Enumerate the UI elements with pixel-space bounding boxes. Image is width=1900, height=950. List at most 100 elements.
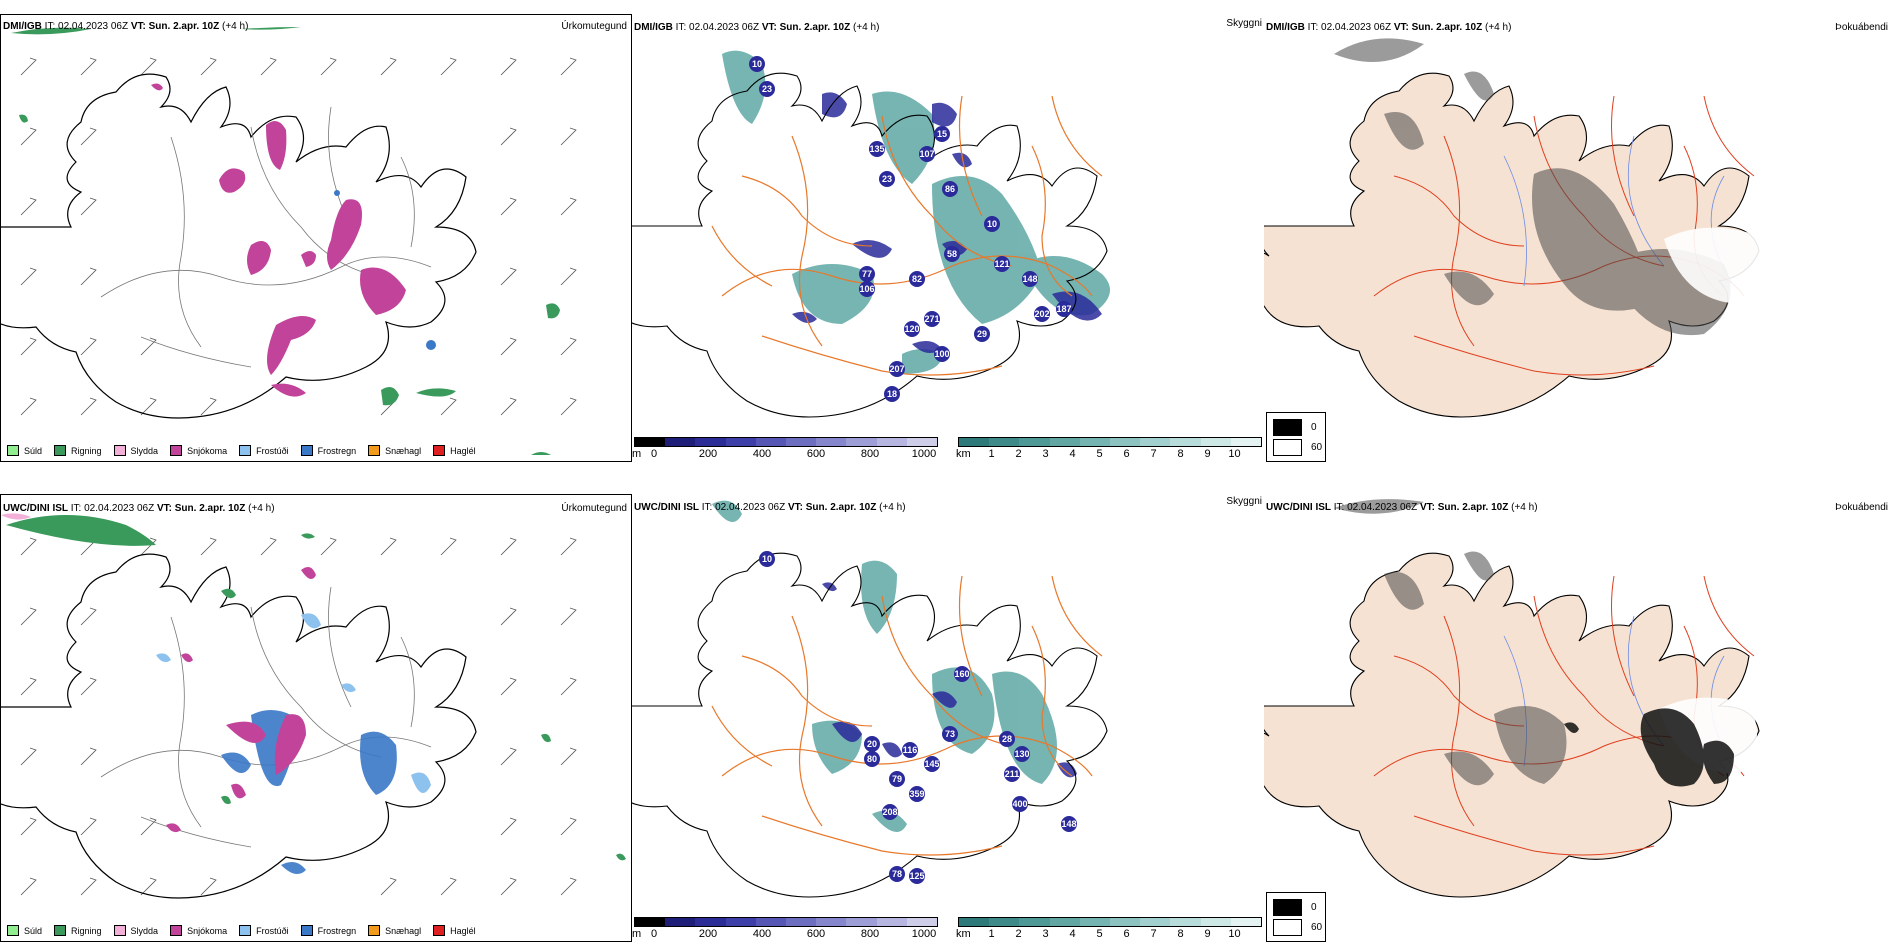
- scale-tick: 4: [1069, 928, 1076, 940]
- visibility-label-marker: [999, 731, 1015, 747]
- visibility-label: 125: [909, 871, 924, 881]
- field-label: Skyggni: [1226, 496, 1262, 507]
- legend-item: Haglél: [433, 925, 476, 936]
- scale-unit: km: [956, 448, 971, 460]
- scale-swatch: [846, 918, 877, 926]
- model-name: DMI/IGB: [3, 21, 42, 32]
- scale-tick: 0: [650, 448, 658, 460]
- scale-tick: 0: [650, 928, 658, 940]
- visibility-label-marker: [954, 666, 970, 682]
- freezing-drizzle-areas: [156, 613, 431, 793]
- legend-label: Snjókoma: [187, 445, 228, 456]
- legend-label: Snæhagl: [385, 925, 422, 936]
- scale-tick: 200: [698, 928, 718, 940]
- scale-swatch: [1140, 438, 1171, 446]
- scale-swatch: [786, 438, 817, 446]
- scale-swatch: [786, 918, 817, 926]
- visibility-label: 20: [867, 739, 877, 749]
- scale-swatch: [1110, 438, 1141, 446]
- field-label: Þokuábendi: [1835, 22, 1888, 33]
- fog-key: 0 60: [1266, 892, 1326, 942]
- scale-swatch: [1019, 438, 1050, 446]
- scale-swatch: [1200, 918, 1231, 926]
- visibility-label-marker: [1034, 306, 1050, 322]
- visibility-label: 23: [762, 84, 772, 94]
- legend-label: Rigning: [71, 445, 102, 456]
- visibility-label: 77: [862, 269, 872, 279]
- scale-tick: 400: [752, 448, 772, 460]
- visibility-scale-km: km 1 2 3 4 5 6 7 8 9 10: [956, 437, 1262, 460]
- legend-label: Haglél: [450, 445, 476, 456]
- fog-key-swatch-0: [1273, 899, 1302, 916]
- legend-item: Frostúði: [239, 445, 289, 456]
- visibility-label: 148: [1061, 819, 1076, 829]
- visibility-label-marker: [974, 326, 990, 342]
- legend-label: Súld: [24, 445, 43, 456]
- map-fog-uwc: [1264, 499, 1900, 934]
- scale-swatch: [959, 918, 990, 926]
- legend-label: Haglél: [450, 925, 476, 936]
- legend-swatch: [54, 445, 67, 456]
- visibility-labels: 10 23 15 135 107 23 86 58 121 77 82 148 106 187 271 202…: [749, 56, 1072, 402]
- panel-vis-dmi: 10 23 15 135 107 23 86 58 121 77 82 148 106 187 271 202…: [632, 14, 1264, 462]
- scale-swatch: [1170, 438, 1201, 446]
- scale-tick: 800: [860, 448, 880, 460]
- legend-label: Rigning: [71, 925, 102, 936]
- scale-tick: 600: [806, 448, 826, 460]
- visibility-label: 120: [904, 324, 919, 334]
- visibility-label: 202: [1034, 309, 1049, 319]
- visibility-label: 160: [954, 669, 969, 679]
- visibility-label-marker: [909, 271, 925, 287]
- visibility-label: 18: [887, 389, 897, 399]
- visibility-label-marker: [994, 256, 1010, 272]
- scale-swatch: [959, 438, 990, 446]
- legend-label: Snjókoma: [187, 925, 228, 936]
- scale-tick: 10: [1228, 928, 1241, 940]
- visibility-label: 187: [1056, 304, 1071, 314]
- legend-item: Frostúði: [239, 925, 289, 936]
- scale-tick: 2: [1015, 928, 1022, 940]
- visibility-label: 145: [924, 759, 939, 769]
- scale-tick: 10: [1228, 448, 1241, 460]
- scale-tick: 6: [1123, 928, 1130, 940]
- legend-item: Snæhagl: [368, 925, 421, 936]
- scale-swatch: [1230, 438, 1262, 446]
- visibility-label-marker: [984, 216, 1000, 232]
- scale-tick: 4: [1069, 448, 1076, 460]
- legend-item: Frostregn: [300, 445, 356, 456]
- visibility-label-marker: [934, 126, 950, 142]
- scale-swatch: [1230, 918, 1262, 926]
- visibility-label: 28: [1002, 734, 1012, 744]
- panel-fog-dmi: DMI/IGB IT: 02.04.2023 06Z VT: Sun. 2.ap…: [1264, 14, 1900, 462]
- visibility-label-marker: [889, 771, 905, 787]
- visibility-label-marker: [859, 266, 875, 282]
- visibility-label-marker: [924, 311, 940, 327]
- visibility-label-marker: [1004, 766, 1020, 782]
- visibility-label: 80: [867, 754, 877, 764]
- scale-swatch: [1079, 438, 1111, 446]
- scale-swatch: [1110, 918, 1141, 926]
- legend-swatch: [300, 445, 313, 456]
- visibility-label: 208: [882, 807, 897, 817]
- scale-swatch: [846, 438, 877, 446]
- scale-unit: km: [956, 928, 971, 940]
- scale-tick: 2: [1015, 448, 1022, 460]
- legend-item: Slydda: [113, 445, 158, 456]
- visibility-label-marker: [909, 868, 925, 884]
- scale-unit: m: [632, 928, 642, 940]
- legend-label: Slydda: [130, 925, 159, 936]
- legend-swatch: [113, 925, 126, 936]
- scale-swatch: [816, 438, 847, 446]
- field-label: Úrkomutegund: [561, 21, 627, 32]
- visibility-label: 79: [892, 774, 902, 784]
- legend-swatch: [433, 925, 446, 936]
- visibility-label: 211: [1005, 769, 1020, 779]
- legend-item: Súld: [7, 925, 42, 936]
- visibility-label: 135: [869, 144, 884, 154]
- legend-swatch: [239, 925, 252, 936]
- visibility-label-marker: [759, 81, 775, 97]
- scale-swatch: [1200, 438, 1231, 446]
- scale-tick: 8: [1177, 448, 1184, 460]
- visibility-label-marker: [889, 361, 905, 377]
